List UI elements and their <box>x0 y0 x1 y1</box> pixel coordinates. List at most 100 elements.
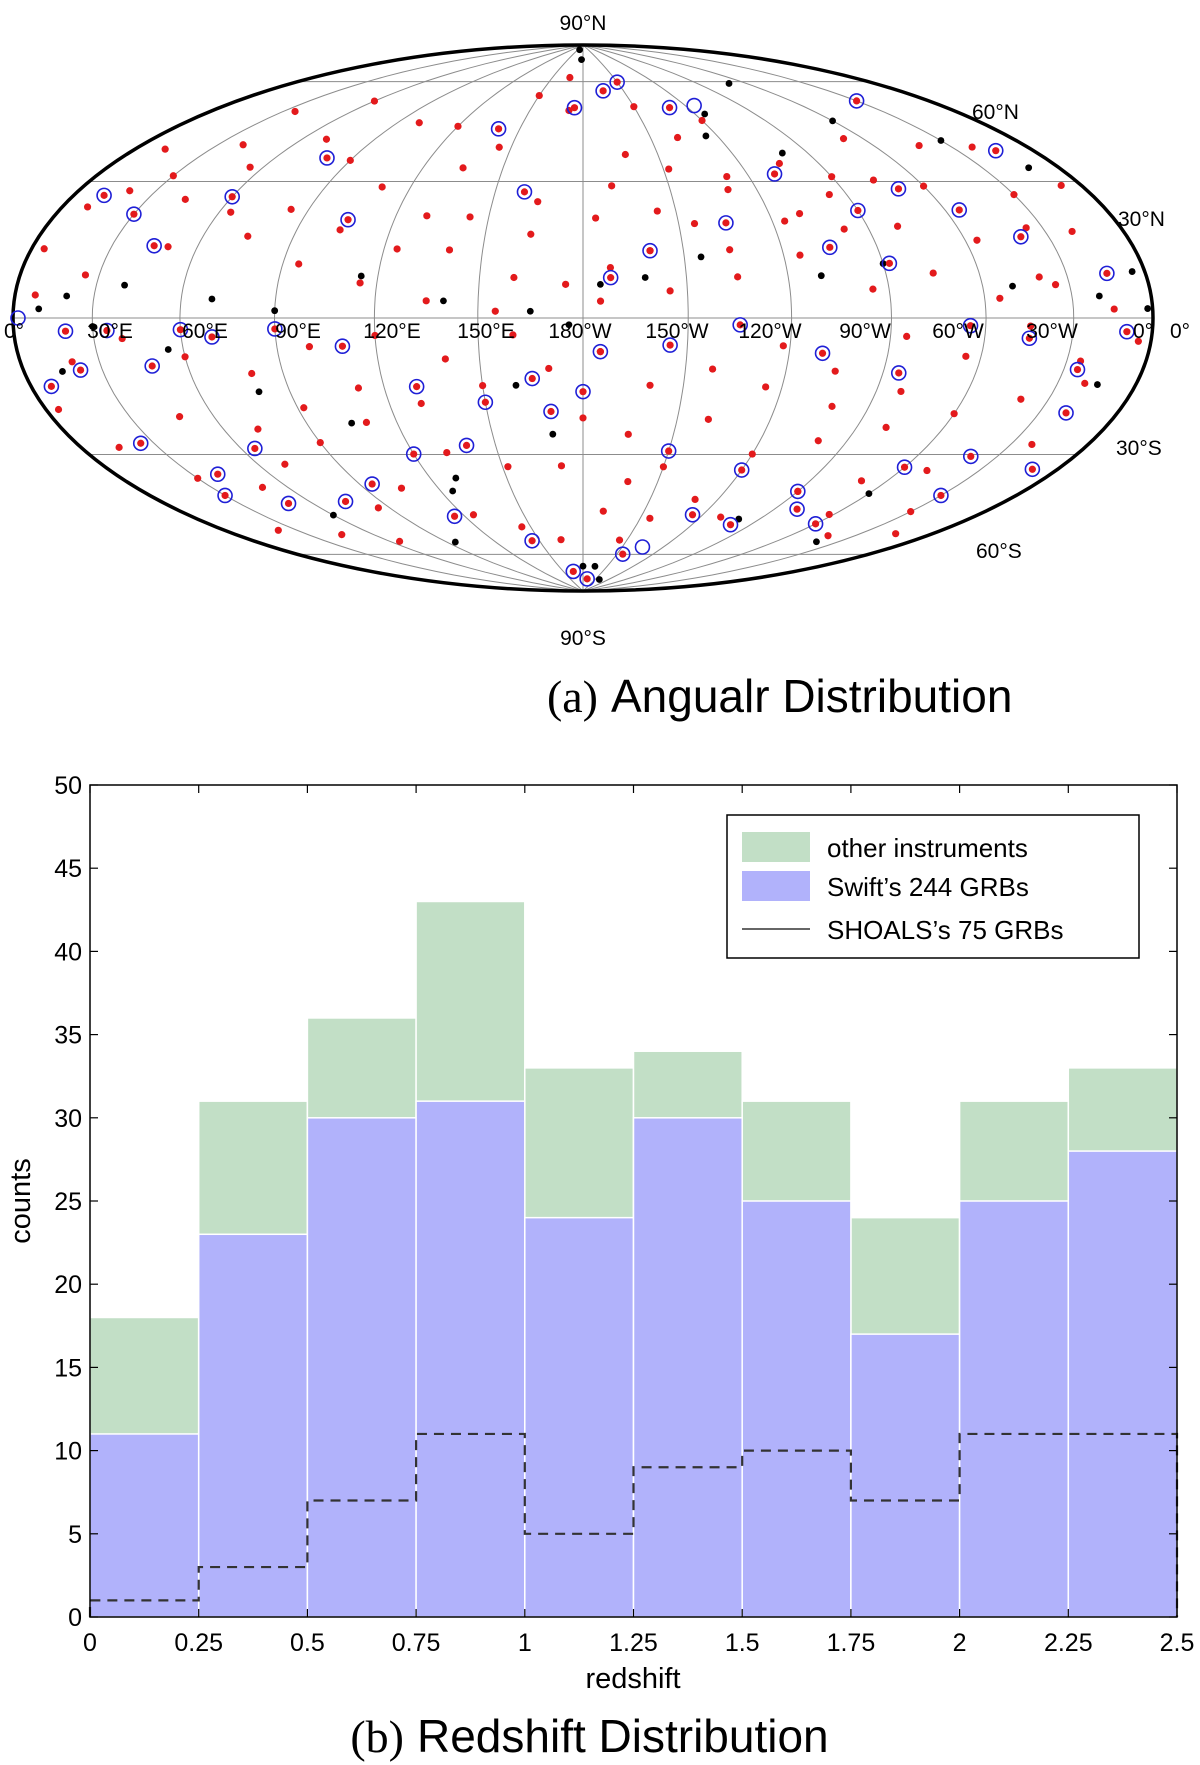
red-point <box>892 530 900 538</box>
black-point <box>357 272 365 280</box>
blue-ring-point <box>850 202 866 219</box>
ringed-red-point <box>462 441 471 449</box>
black-point <box>565 321 573 329</box>
black-point <box>512 381 520 389</box>
blue-ring-point <box>319 150 335 166</box>
red-point <box>897 387 905 396</box>
red-point <box>370 97 379 105</box>
lat-label-60s: 60°S <box>976 540 1022 563</box>
red-point <box>423 212 431 220</box>
red-point <box>534 198 542 206</box>
red-point <box>923 466 931 475</box>
red-point <box>724 186 732 194</box>
blue-ring-point <box>1024 461 1041 478</box>
red-point <box>31 291 39 299</box>
blue-ring-point <box>267 321 283 337</box>
ringed-red-point <box>76 366 85 374</box>
red-point <box>445 246 454 254</box>
x-tick-label: 2 <box>953 1629 967 1657</box>
red-point <box>300 404 308 412</box>
red-point <box>83 203 92 211</box>
red-point <box>562 280 570 288</box>
blue-ring-point <box>524 532 540 549</box>
red-point <box>415 119 423 127</box>
black-point <box>697 253 705 261</box>
histogram-ticks: 0 0.25 0.5 0.75 1 1.25 1.5 1.75 2 2.25 2.5 0 5 10 15 20… <box>54 772 1194 1657</box>
ringed-red-point <box>450 512 459 520</box>
blue-ring-point <box>602 269 619 286</box>
red-point <box>181 195 189 203</box>
y-tick-label: 15 <box>54 1354 82 1382</box>
red-point <box>495 143 503 151</box>
ringed-red-point <box>992 147 1000 155</box>
ringed-red-point <box>413 383 421 391</box>
ringed-red-point <box>811 520 820 528</box>
ringed-red-point <box>579 388 587 396</box>
y-tick-label: 40 <box>54 938 82 966</box>
ringed-red-point <box>666 341 674 349</box>
ringed-red-point <box>100 191 108 199</box>
lon-label: 90°W <box>839 320 891 343</box>
blue-ring-point <box>172 321 189 338</box>
blue-ring-point <box>217 487 233 504</box>
ringed-red-point <box>61 327 70 335</box>
red-point <box>362 418 371 427</box>
ringed-red-point <box>251 444 259 453</box>
red-point <box>422 297 430 305</box>
ringed-red-point <box>344 216 352 224</box>
black-point <box>1095 292 1103 300</box>
ringed-red-point <box>1028 465 1036 473</box>
blue-ring-empty-point <box>634 539 651 555</box>
red-point <box>1057 181 1065 190</box>
ringed-red-point <box>569 567 577 576</box>
ringed-red-point <box>410 450 418 458</box>
ringed-red-point <box>894 185 903 193</box>
x-tick-label: 0.25 <box>174 1629 223 1657</box>
red-point <box>646 381 654 389</box>
blue-ring-point <box>146 237 162 254</box>
red-point <box>973 236 981 244</box>
ringed-red-point <box>967 452 975 460</box>
black-point <box>829 117 836 125</box>
red-point <box>717 513 725 521</box>
red-point <box>459 164 467 172</box>
ringed-red-point <box>770 170 779 178</box>
blue-ring-point <box>642 242 658 259</box>
red-point <box>665 165 673 173</box>
y-tick-label: 45 <box>54 855 82 883</box>
map-points <box>10 46 1152 587</box>
blue-ring-point <box>565 563 582 580</box>
lon-label: 180°W <box>548 320 611 343</box>
y-tick-label: 25 <box>54 1188 82 1216</box>
red-point <box>796 251 804 259</box>
ringed-red-point <box>854 206 862 215</box>
blue-ring-point <box>340 211 356 228</box>
red-point <box>510 273 518 282</box>
ringed-red-point <box>208 333 216 341</box>
blue-ring-point <box>1099 265 1115 282</box>
map-grid <box>12 44 1154 592</box>
red-point <box>346 156 354 164</box>
blue-ring-point <box>890 365 907 381</box>
ringed-red-point <box>1103 269 1111 277</box>
blue-ring-point <box>609 74 625 90</box>
lon-label: 60°W <box>932 320 984 343</box>
ringed-red-point <box>47 382 55 390</box>
black-point <box>579 562 587 570</box>
y-tick-label: 0 <box>68 1604 82 1632</box>
y-tick-label: 10 <box>54 1438 82 1466</box>
red-point <box>831 367 839 375</box>
red-point <box>374 504 382 512</box>
ringed-red-point <box>271 325 279 333</box>
blue-ring-point <box>814 345 831 362</box>
red-point <box>659 463 668 471</box>
red-point <box>354 384 363 392</box>
red-point <box>126 187 134 195</box>
blue-ring-point <box>1119 323 1135 340</box>
black-point <box>937 137 945 144</box>
x-tick-label: 2.25 <box>1044 1629 1093 1657</box>
red-point <box>371 331 379 340</box>
red-point <box>624 430 632 438</box>
black-point <box>591 562 599 570</box>
black-point <box>778 149 786 157</box>
